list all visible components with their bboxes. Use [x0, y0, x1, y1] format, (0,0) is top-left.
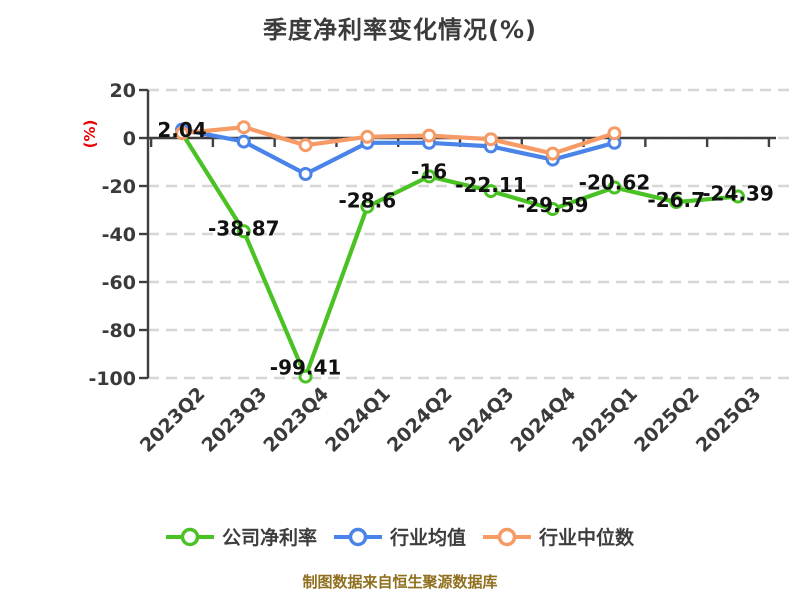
y-axis-tick-label: -80 — [102, 320, 136, 342]
data-point-marker — [422, 128, 437, 143]
x-axis-label: 2023Q4 — [259, 383, 333, 457]
data-point-marker — [731, 189, 746, 204]
data-point-label: -24.39 — [702, 182, 774, 206]
legend-label-industry-median: 行业中位数 — [539, 527, 635, 549]
data-point-marker — [236, 134, 251, 149]
data-point-label: 2.04 — [157, 118, 206, 142]
y-axis-tick-label: 20 — [110, 80, 136, 102]
y-axis-tick-label: -60 — [102, 272, 136, 294]
legend-item-industry-median[interactable]: 行业中位数 — [483, 523, 634, 550]
legend-label-company-net-margin: 公司净利率 — [221, 527, 317, 549]
y-axis-unit-label: (%) — [81, 120, 99, 149]
data-point-marker — [360, 199, 375, 214]
data-point-label: -26.7 — [647, 188, 705, 212]
series-line-1 — [179, 127, 617, 177]
series-line-2 — [179, 125, 617, 156]
data-point-marker — [483, 132, 498, 147]
x-axis-label: 2023Q2 — [136, 383, 210, 457]
y-axis-tick-label: 0 — [123, 128, 136, 150]
data-point-label: -22.11 — [455, 173, 527, 197]
data-point-label: -29.59 — [517, 193, 589, 217]
series-line-0 — [179, 131, 741, 379]
data-point-marker — [422, 169, 437, 184]
data-point-marker — [483, 184, 498, 199]
data-point-label: -99.41 — [270, 356, 342, 380]
y-axis-tick-label: -100 — [88, 368, 136, 390]
data-point-marker — [545, 146, 560, 161]
data-point-marker — [298, 369, 313, 384]
data-point-marker — [298, 167, 313, 181]
chart-title: 季度净利率变化情况(%) — [263, 16, 537, 44]
x-axis-label: 2024Q2 — [383, 383, 457, 457]
y-axis-tick-label: -20 — [102, 176, 136, 198]
legend-item-industry-mean[interactable]: 行业均值 — [333, 523, 466, 550]
chart-legend: 公司净利率 行业均值 行业中位数 — [0, 523, 800, 550]
data-point-label: -20.62 — [579, 170, 651, 194]
data-source-note: 制图数据来自恒生聚源数据库 — [302, 573, 498, 591]
legend-marker-industry-mean-icon — [333, 527, 382, 546]
data-point-marker — [607, 180, 622, 195]
data-point-marker — [298, 138, 313, 153]
data-point-marker — [175, 126, 189, 141]
x-axis-label: 2023Q3 — [198, 383, 272, 457]
x-axis-label: 2024Q1 — [321, 383, 395, 457]
x-axis-label: 2025Q1 — [568, 383, 642, 457]
x-axis-label: 2025Q2 — [630, 383, 704, 457]
data-point-marker — [607, 126, 622, 141]
legend-item-company-net-margin[interactable]: 公司净利率 — [165, 523, 317, 550]
legend-label-industry-mean: 行业均值 — [389, 527, 466, 549]
x-axis-label: 2025Q3 — [692, 383, 766, 457]
data-point-label: -38.87 — [208, 216, 280, 240]
data-point-marker — [236, 224, 251, 239]
y-axis-tick-label: -40 — [102, 224, 136, 246]
data-point-marker — [236, 120, 251, 135]
data-point-marker — [669, 195, 684, 210]
x-axis-label: 2024Q3 — [445, 383, 519, 457]
legend-marker-industry-median-icon — [483, 527, 531, 546]
data-point-marker — [360, 129, 375, 144]
legend-marker-company-net-margin-icon — [165, 527, 214, 546]
data-point-marker — [545, 202, 560, 217]
data-point-label: -28.6 — [339, 189, 397, 213]
x-axis-label: 2024Q4 — [506, 383, 580, 457]
data-point-label: -16 — [411, 159, 447, 183]
